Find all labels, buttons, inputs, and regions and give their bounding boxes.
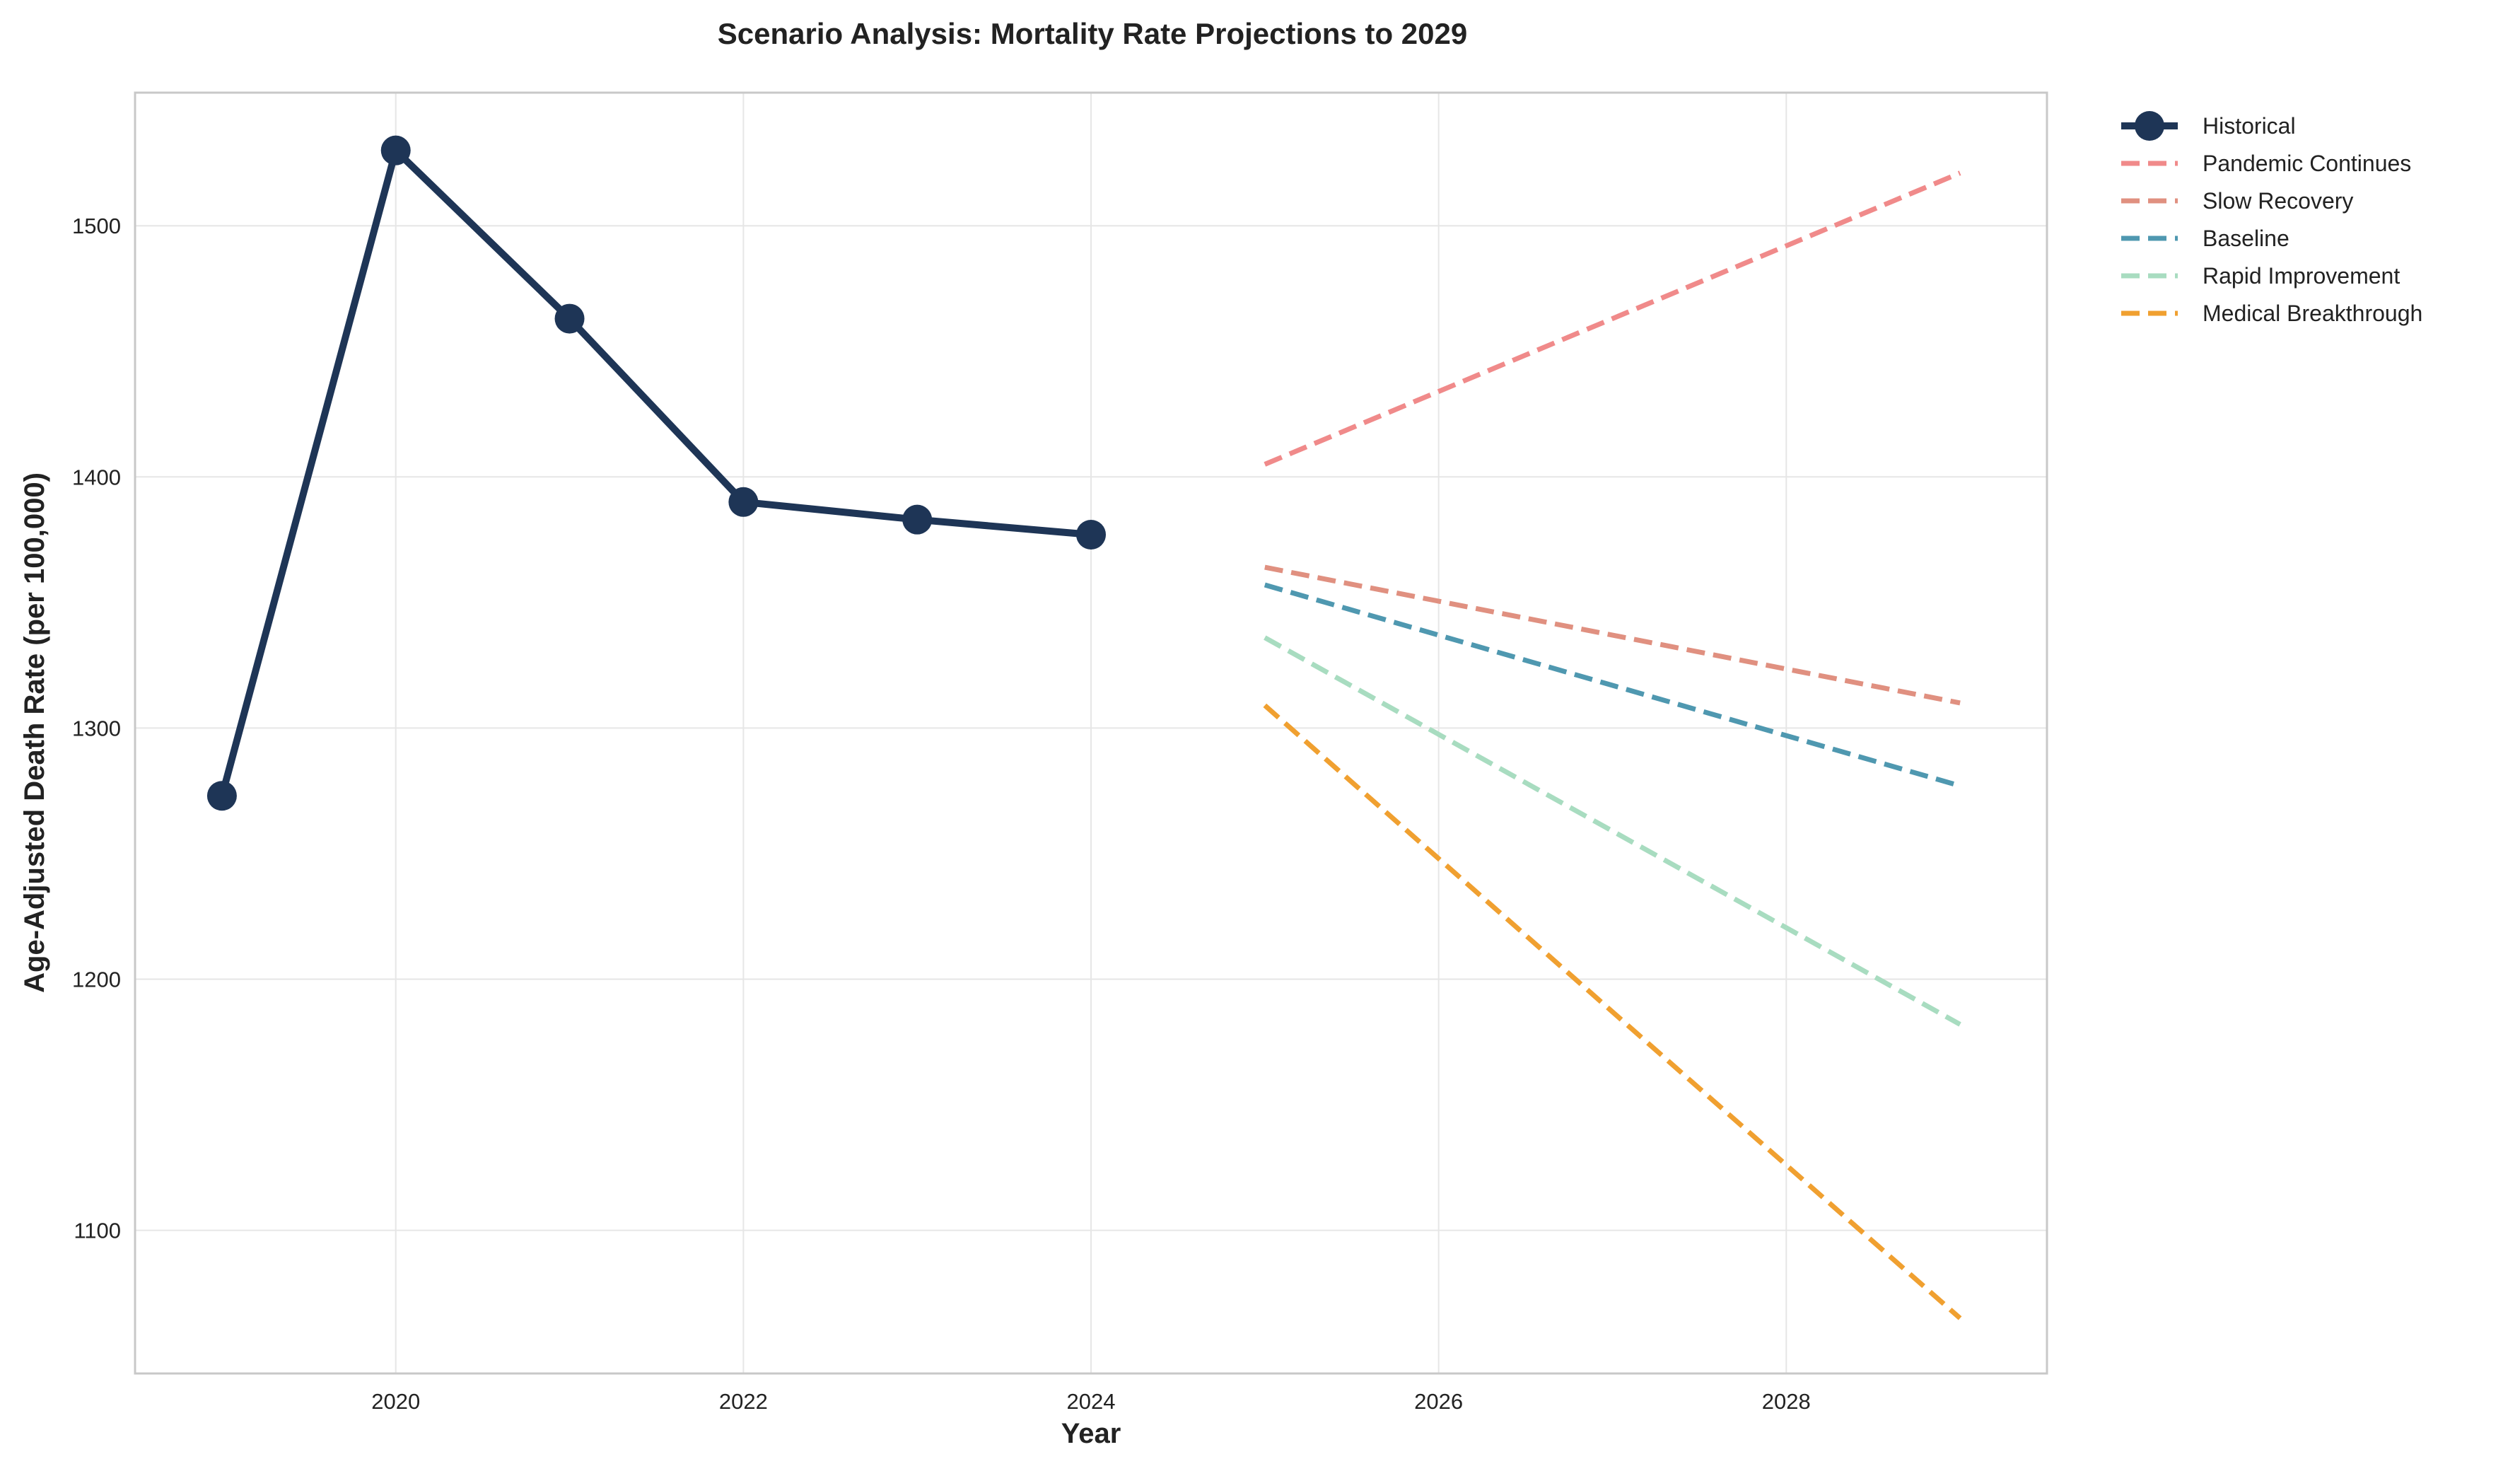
chart-title: Scenario Analysis: Mortality Rate Projec… <box>718 17 1467 50</box>
y-tick-label: 1300 <box>72 716 121 740</box>
series-line-baseline <box>1264 582 1961 789</box>
y-tick-label: 1500 <box>72 214 121 238</box>
legend-label-slow-recovery: Slow Recovery <box>2203 188 2353 214</box>
data-point-historical <box>1076 519 1106 550</box>
x-axis-ticks: 2020 2022 2024 2026 2028 <box>371 1389 1811 1414</box>
legend-label-baseline: Baseline <box>2203 226 2289 251</box>
legend-label-medical-breakthrough: Medical Breakthrough <box>2203 301 2422 326</box>
series-line-medical-breakthrough <box>1263 703 1962 1320</box>
x-tick-label: 2026 <box>1414 1389 1463 1414</box>
series-line-pandemic-continues <box>1264 170 1961 467</box>
y-axis-ticks: 1100 1200 1300 1400 1500 <box>72 214 121 1243</box>
y-tick-label: 1400 <box>72 465 121 489</box>
y-axis-label: Age-Adjusted Death Rate (per 100,000) <box>19 472 50 993</box>
data-point-historical <box>728 487 759 517</box>
x-tick-label: 2022 <box>719 1389 768 1414</box>
legend-label-pandemic-continues: Pandemic Continues <box>2203 151 2411 176</box>
series-line-slow-recovery <box>1264 564 1961 706</box>
series-layer <box>206 135 1962 1320</box>
legend-label-historical: Historical <box>2203 113 2296 139</box>
legend-marker-historical <box>2135 111 2164 141</box>
x-tick-label: 2020 <box>371 1389 420 1414</box>
legend: Historical Pandemic Continues Slow Recover… <box>2121 111 2422 326</box>
data-point-historical <box>902 504 933 535</box>
x-tick-label: 2024 <box>1067 1389 1116 1414</box>
y-tick-label: 1200 <box>72 967 121 992</box>
grid <box>135 93 2047 1373</box>
data-point-historical <box>380 135 411 165</box>
x-axis-label: Year <box>1061 1418 1121 1449</box>
legend-label-rapid-improvement: Rapid Improvement <box>2203 263 2400 289</box>
series-line-historical <box>218 146 1092 797</box>
y-tick-label: 1100 <box>74 1219 121 1243</box>
series-line-rapid-improvement <box>1264 635 1961 1027</box>
x-tick-label: 2028 <box>1762 1389 1811 1414</box>
data-point-historical <box>554 303 585 334</box>
plot-frame <box>134 91 2048 1375</box>
data-point-historical <box>206 781 237 811</box>
